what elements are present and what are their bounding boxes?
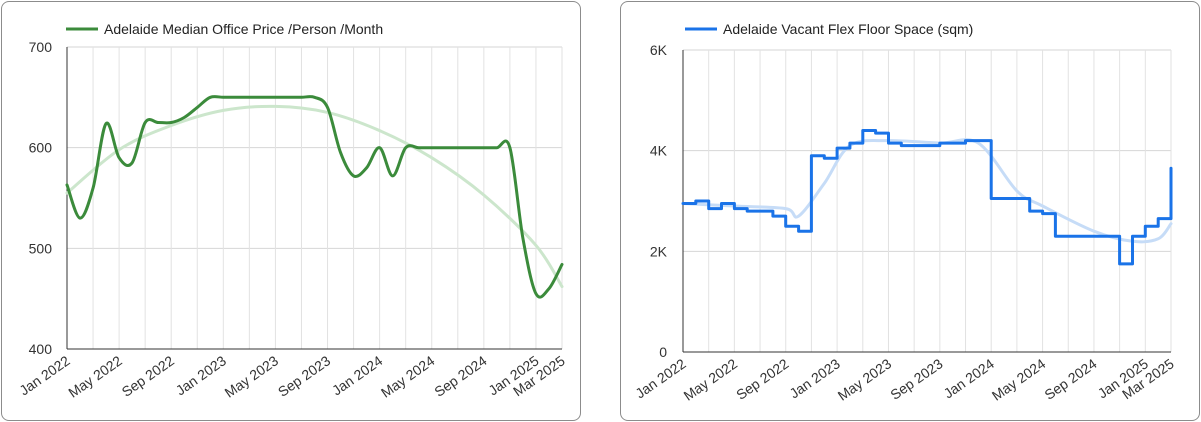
x-tick-label: Jan 2024	[941, 355, 998, 401]
chart-panel-flex-space: Adelaide Vacant Flex Floor Space (sqm) 0 2…	[620, 1, 1200, 421]
legend-label: Adelaide Vacant Flex Floor Space (sqm)	[723, 21, 973, 37]
x-tick-label: May 2024	[378, 352, 438, 400]
x-tick-label: Jan 2023	[786, 355, 843, 401]
y-tick-label: 0	[659, 344, 667, 360]
x-tick-label: May 2023	[222, 352, 282, 400]
series-line-trend	[681, 138, 1173, 244]
x-tick-label: Sep 2024	[431, 352, 489, 400]
y-tick-label: 600	[29, 140, 53, 156]
x-tick-label: Sep 2023	[887, 355, 945, 403]
x-tick-label: Jan 2022	[632, 355, 689, 401]
x-tick-label: May 2022	[681, 355, 741, 403]
x-tick-label: May 2023	[835, 355, 895, 403]
x-tick-label: May 2024	[989, 355, 1049, 403]
chart-panel-office-price: Adelaide Median Office Price /Person /Mo…	[1, 1, 581, 421]
y-tick-label: 700	[29, 39, 53, 55]
x-tick-label: Jan 2022	[16, 352, 73, 398]
x-tick-label: Sep 2022	[733, 355, 791, 403]
y-tick-label: 400	[29, 341, 53, 357]
x-tick-label: May 2022	[65, 352, 125, 400]
y-tick-label: 6K	[650, 42, 668, 58]
series-line-main	[65, 95, 564, 299]
x-tick-label: Sep 2022	[119, 352, 177, 400]
flex-space-chart: Adelaide Vacant Flex Floor Space (sqm) 0 2…	[632, 21, 1177, 404]
x-tick-label: Jan 2024	[329, 352, 386, 398]
y-tick-label: 4K	[650, 143, 668, 159]
office-price-chart: Adelaide Median Office Price /Person /Mo…	[16, 21, 568, 401]
x-tick-label: Jan 2023	[173, 352, 230, 398]
y-tick-label: 500	[29, 240, 53, 256]
x-tick-label: Sep 2024	[1041, 355, 1099, 403]
series-line-trend	[65, 104, 564, 289]
series-line-main	[681, 129, 1173, 266]
x-tick-label: Sep 2023	[275, 352, 333, 400]
y-tick-label: 2K	[650, 243, 668, 259]
legend-label: Adelaide Median Office Price /Person /Mo…	[104, 21, 383, 37]
